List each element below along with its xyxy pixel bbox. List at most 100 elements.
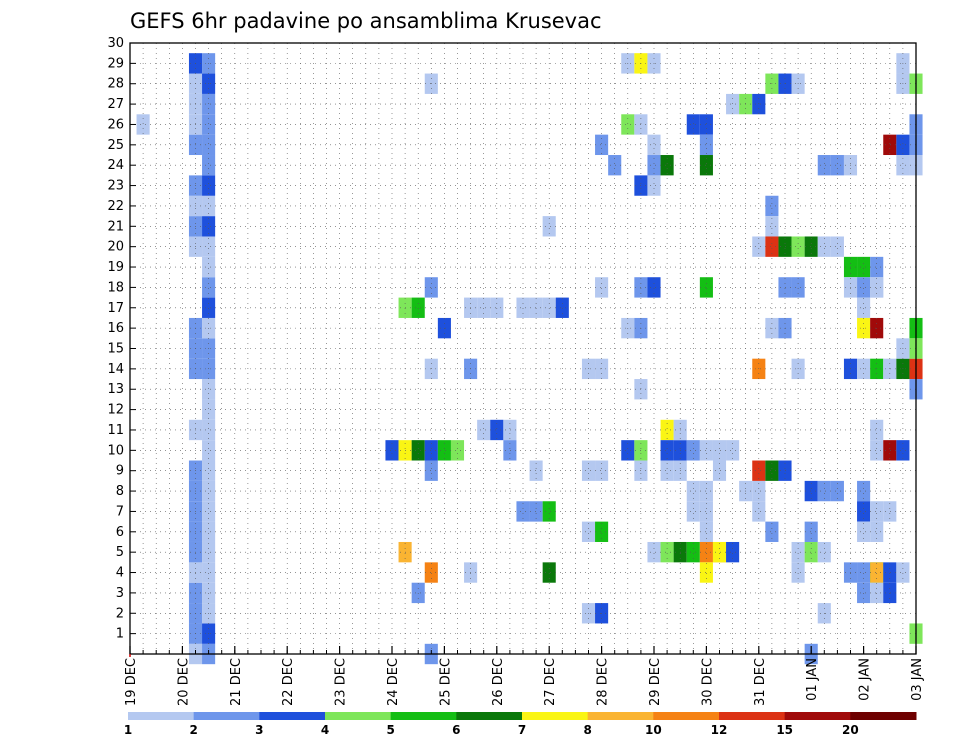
heatmap-cell — [516, 297, 530, 318]
heatmap-cell — [857, 277, 871, 298]
colorbar-label: 15 — [776, 723, 793, 737]
colorbar-swatch — [456, 712, 523, 720]
x-tick-label: 27 DEC — [543, 658, 558, 706]
heatmap-cell — [595, 277, 609, 298]
heatmap-cell — [699, 134, 713, 156]
colorbar-swatch — [850, 712, 917, 720]
colorbar-swatch — [719, 712, 786, 720]
x-tick-label: 30 DEC — [700, 658, 715, 706]
y-tick-label: 21 — [107, 219, 124, 234]
heatmap-cell — [202, 256, 216, 278]
heatmap-cell — [202, 175, 216, 196]
heatmap-cell — [595, 521, 609, 542]
heatmap-cell — [516, 501, 530, 522]
heatmap-cell — [202, 114, 216, 135]
x-tick-label: 01 JAN — [805, 658, 820, 701]
heatmap-cell — [202, 582, 216, 604]
heatmap-cell — [686, 480, 700, 502]
colorbar-label: 7 — [518, 723, 526, 737]
heatmap-cell — [752, 480, 766, 502]
heatmap-cell — [542, 501, 556, 522]
colorbar-swatch — [193, 712, 260, 720]
heatmap-cell — [647, 541, 661, 563]
colorbar-swatch — [390, 712, 457, 720]
heatmap-cell — [726, 93, 740, 115]
heatmap-cell — [202, 521, 216, 542]
y-tick-label: 29 — [107, 56, 124, 71]
heatmap-cell — [883, 134, 897, 156]
heatmap-cell — [202, 277, 216, 298]
heatmap-cell — [817, 236, 831, 257]
y-tick-label: 15 — [107, 342, 124, 357]
heatmap-cell — [699, 521, 713, 542]
y-tick-label: 16 — [107, 321, 124, 336]
y-tick-label: 1 — [116, 627, 124, 642]
heatmap-cell — [202, 501, 216, 522]
heatmap-cell — [411, 297, 425, 318]
x-axis: 19 DEC 20 DEC 21 DEC 22 DEC 23 DEC 24 DEC 25 D… — [124, 646, 925, 706]
heatmap-cell — [647, 134, 661, 156]
heatmap-cell — [542, 562, 556, 583]
heatmap-cell — [726, 541, 740, 563]
heatmap-cell — [424, 440, 438, 461]
heatmap-cell — [699, 155, 713, 176]
y-axis: 1234567891011121314151617181920212223242… — [107, 36, 136, 642]
heatmap-cell — [699, 541, 713, 563]
x-tick-label: 25 DEC — [438, 658, 453, 706]
heatmap-cell — [686, 440, 700, 461]
y-tick-label: 28 — [107, 77, 124, 92]
heatmap-cell — [870, 562, 884, 583]
heatmap-cell — [765, 195, 779, 217]
heatmap-cell — [202, 541, 216, 563]
heatmap-cell — [857, 562, 871, 583]
heatmap-cell — [202, 216, 216, 237]
heatmap-cell — [202, 155, 216, 176]
y-tick-label: 7 — [116, 504, 124, 519]
y-tick-label: 26 — [107, 117, 124, 132]
heatmap-cell — [857, 521, 871, 542]
heatmap-cell — [857, 256, 871, 278]
heatmap-cell — [202, 399, 216, 420]
heatmap-cell — [791, 236, 805, 257]
heatmap-cell — [660, 541, 674, 563]
heatmap-cell — [424, 277, 438, 298]
colorbar-label: 10 — [645, 723, 662, 737]
heatmap-cell — [686, 541, 700, 563]
colorbar-label: 20 — [842, 723, 859, 737]
y-tick-label: 8 — [116, 484, 124, 499]
heatmap-cell — [503, 419, 517, 441]
heatmap-cell — [608, 155, 622, 176]
heatmap-cell — [896, 134, 910, 156]
heatmap-cell — [490, 419, 504, 441]
x-tick-label: 29 DEC — [648, 658, 663, 706]
y-tick-label: 4 — [116, 566, 124, 581]
heatmap-cell — [752, 460, 766, 481]
heatmap-cell — [437, 440, 451, 461]
y-tick-label: 10 — [107, 443, 124, 458]
heatmap-cell — [542, 216, 556, 237]
colorbar-swatch — [784, 712, 851, 720]
heatmap-cell — [817, 155, 831, 176]
heatmap-cell — [896, 440, 910, 461]
heatmap-cell — [817, 480, 831, 502]
heatmap-cell — [202, 195, 216, 217]
heatmap-cell — [581, 521, 596, 542]
y-tick-label: 19 — [107, 260, 124, 275]
heatmap-cell — [883, 582, 897, 604]
y-tick-label: 25 — [107, 138, 124, 153]
heatmap-cell — [870, 582, 884, 604]
heatmap-cell — [542, 297, 556, 318]
heatmap-cell — [660, 419, 674, 441]
heatmap-cell — [477, 297, 491, 318]
heatmap-cell — [647, 277, 661, 298]
y-tick-label: 20 — [107, 240, 124, 255]
heatmap-cell — [804, 521, 818, 542]
heatmap-cell — [712, 541, 727, 563]
x-tick-label: 26 DEC — [491, 658, 506, 706]
colorbar-swatch — [325, 712, 392, 720]
heatmap-cell — [870, 501, 884, 522]
x-tick-label: 21 DEC — [229, 658, 244, 706]
y-tick-label: 13 — [107, 382, 124, 397]
heatmap-cell — [765, 236, 779, 257]
